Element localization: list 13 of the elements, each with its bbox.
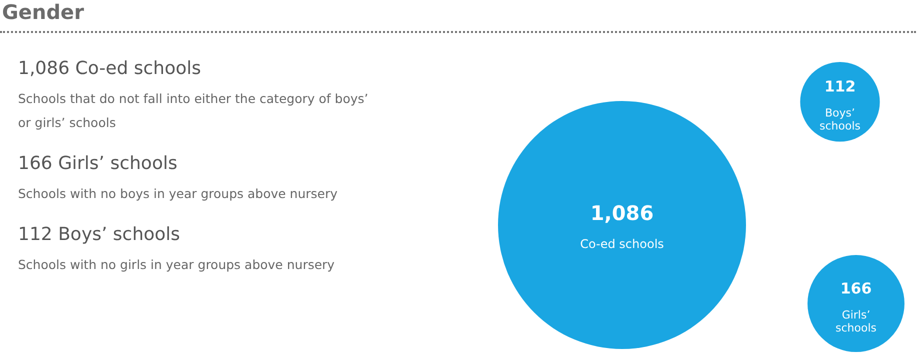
data-label: 166 [840,279,872,298]
text: Gender [2,0,84,24]
text: 112 Boys’ schools [18,224,181,245]
category-label: Boys’ schools [820,106,861,133]
text: 166 Girls’ schools [18,153,178,174]
data-label: 1,086 [590,201,654,226]
text: 1,086 Co-ed schools [18,58,202,79]
text: Schools with no boys in year groups above nursery [18,185,339,203]
data-label: 112 [824,78,856,96]
text: Schools with no girls in year groups above nursery [18,256,336,274]
category-label: Girls’ schools [836,308,877,334]
text: Schools that do not fall into either the category of boys’ or girls’ schools [18,90,370,132]
category-label: Co-ed schools [580,237,664,252]
